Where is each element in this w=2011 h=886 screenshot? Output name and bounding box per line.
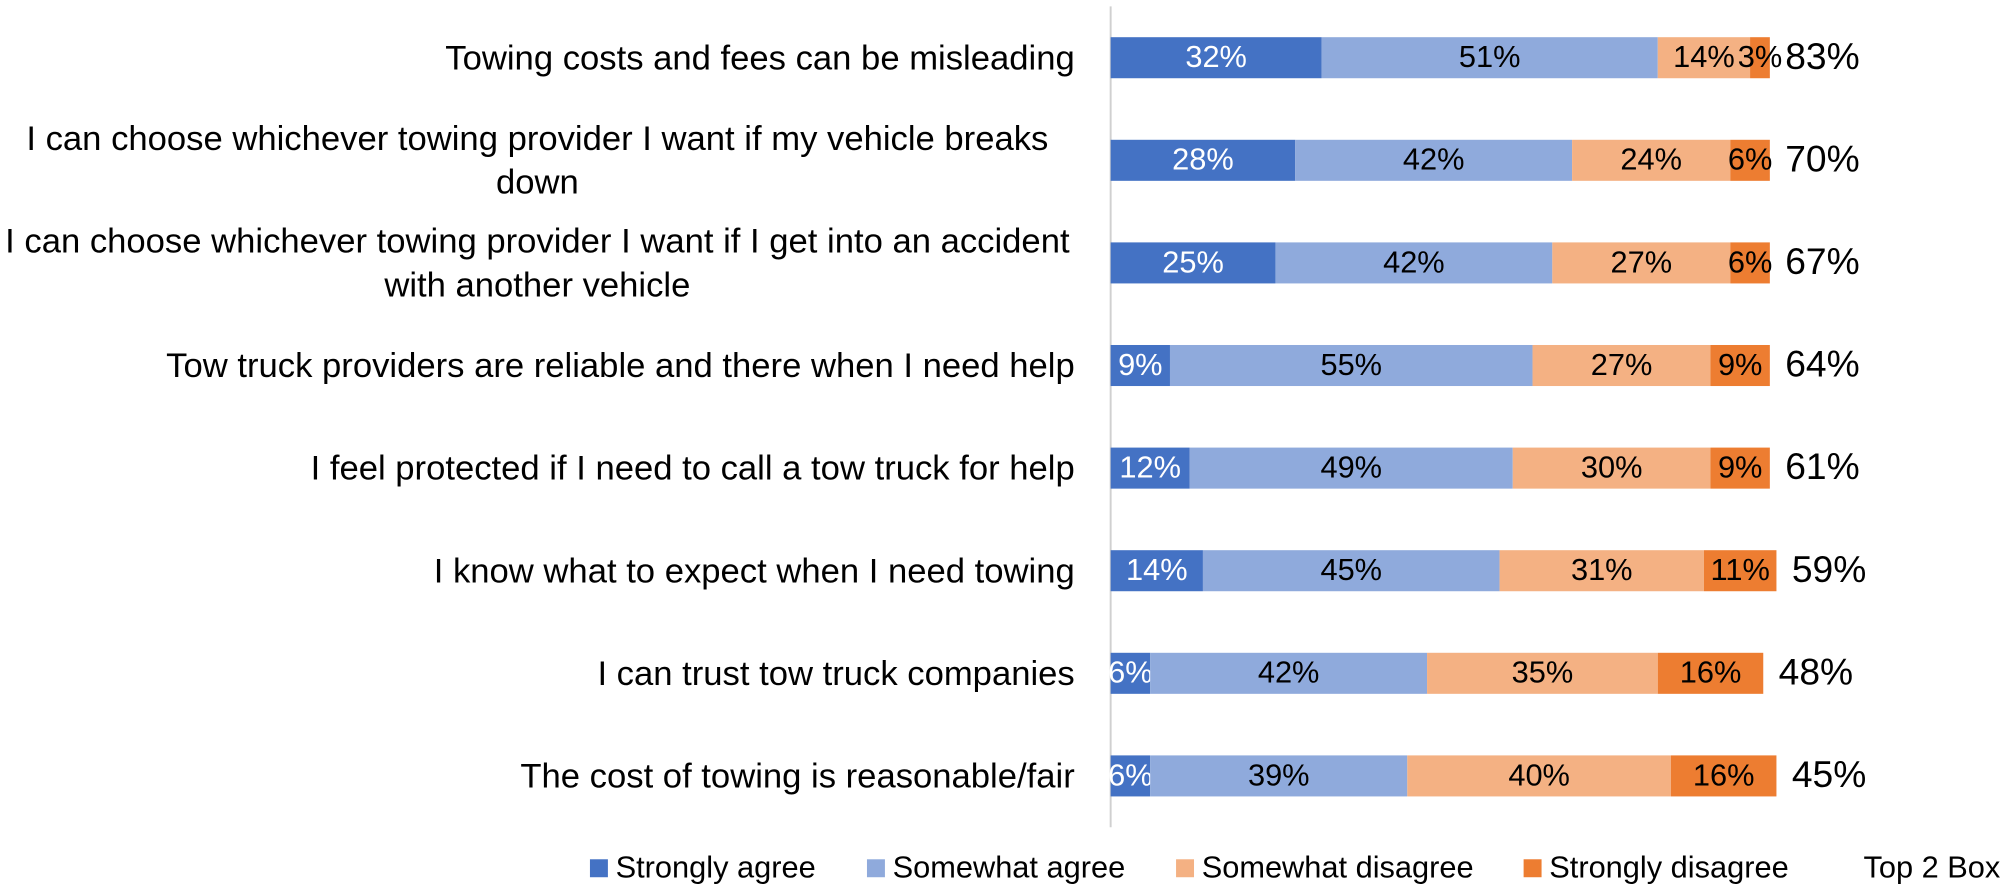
legend-swatch	[1176, 859, 1195, 878]
bar-segment	[1670, 755, 1777, 797]
category-label: I can trust tow truck companies	[597, 654, 1075, 693]
category-label: I can choose whichever towing provider I…	[26, 119, 1049, 202]
data-label: 9%	[1118, 347, 1162, 382]
bar-segment	[1427, 652, 1658, 694]
data-label: 16%	[1680, 655, 1742, 690]
bar-segment	[1110, 652, 1151, 694]
data-label: 6%	[1728, 244, 1772, 279]
bar-segment	[1150, 652, 1428, 694]
bar-segment	[1110, 139, 1296, 181]
data-label: 45%	[1320, 552, 1382, 587]
bar-segment	[1295, 139, 1573, 181]
data-label: 31%	[1571, 552, 1633, 587]
data-label: 6%	[1108, 757, 1152, 792]
bar-segment	[1703, 550, 1777, 592]
category-label: Tow truck providers are reliable and the…	[166, 346, 1075, 385]
bar-segment	[1169, 344, 1533, 387]
data-label: 3%	[1738, 39, 1782, 74]
bar-segment	[1407, 755, 1671, 797]
data-label: 6%	[1108, 655, 1152, 690]
bar-segment	[1750, 37, 1770, 79]
category-label: I feel protected if I need to call a tow…	[310, 448, 1075, 488]
bar-segment	[1110, 755, 1151, 797]
data-label: 9%	[1718, 347, 1762, 382]
data-label: 30%	[1581, 450, 1643, 485]
top2box-label: 67%	[1785, 240, 1859, 282]
legend-swatch	[866, 859, 885, 878]
bar-segment	[1552, 242, 1731, 284]
category-label-box: I know what to expect when I need towing	[0, 519, 1075, 622]
data-label: 14%	[1673, 39, 1735, 74]
data-label: 14%	[1126, 552, 1188, 587]
bar-segment	[1110, 242, 1276, 284]
data-label: 42%	[1383, 244, 1445, 279]
legend-label: Somewhat agree	[893, 850, 1126, 885]
legend-label: Strongly disagree	[1549, 850, 1788, 885]
data-label: 12%	[1119, 450, 1181, 485]
bar-segment	[1202, 550, 1500, 592]
category-label-box: Tow truck providers are reliable and the…	[0, 314, 1075, 417]
top2box-label: 48%	[1779, 650, 1853, 692]
top2box-label: 59%	[1792, 548, 1866, 590]
bar-segment	[1110, 447, 1190, 489]
data-label: 27%	[1591, 347, 1653, 382]
data-label: 42%	[1258, 655, 1320, 690]
data-label: 24%	[1620, 142, 1682, 177]
legend-label: Somewhat disagree	[1202, 850, 1474, 885]
category-label-box: I can trust tow truck companies	[0, 622, 1075, 725]
bar-segment	[1730, 242, 1770, 284]
top2box-label: 64%	[1785, 343, 1859, 385]
data-label: 11%	[1711, 552, 1770, 587]
data-label: 35%	[1512, 655, 1574, 690]
bar-segment	[1110, 344, 1170, 387]
category-label: Towing costs and fees can be misleading	[445, 38, 1075, 77]
category-label-box: Towing costs and fees can be misleading	[0, 6, 1075, 109]
bar-segment	[1710, 447, 1770, 489]
category-label: I know what to expect when I need towing	[433, 551, 1075, 590]
bar-segment	[1275, 242, 1553, 284]
legend-swatch	[1523, 859, 1542, 878]
category-label-box: I can choose whichever towing provider I…	[0, 212, 1075, 315]
bar-segment	[1189, 447, 1513, 489]
legend-label: Strongly agree	[616, 850, 816, 885]
bar-segment	[1710, 344, 1770, 387]
bar-segment	[1150, 755, 1408, 797]
bar-segment	[1572, 139, 1731, 181]
bar-segment	[1657, 37, 1751, 79]
legend-label: Top 2 Box	[1863, 850, 2000, 885]
data-label: 51%	[1459, 39, 1521, 74]
bar-segment	[1321, 37, 1658, 79]
category-label-box: The cost of towing is reasonable/fair	[0, 725, 1075, 828]
data-label: 32%	[1185, 39, 1247, 74]
top2box-label: 70%	[1785, 137, 1859, 179]
bar-segment	[1499, 550, 1704, 592]
bar-segment	[1512, 447, 1711, 489]
top2box-label: 45%	[1792, 753, 1866, 795]
data-label: 27%	[1611, 244, 1673, 279]
data-label: 55%	[1320, 347, 1382, 382]
bar-segment	[1110, 550, 1203, 592]
data-label: 6%	[1728, 142, 1772, 177]
data-label: 28%	[1172, 142, 1234, 177]
bar-segment	[1110, 37, 1322, 79]
category-label: I can choose whichever towing provider I…	[5, 221, 1070, 304]
bar-segment	[1657, 652, 1764, 694]
data-label: 16%	[1693, 757, 1755, 792]
top2box-label: 61%	[1785, 445, 1859, 487]
category-label-box: I feel protected if I need to call a tow…	[0, 417, 1075, 520]
category-label-box: I can choose whichever towing provider I…	[0, 109, 1075, 212]
bar-segment	[1730, 139, 1770, 181]
data-label: 42%	[1403, 142, 1465, 177]
data-label: 25%	[1162, 244, 1224, 279]
data-label: 49%	[1320, 450, 1382, 485]
data-label: 9%	[1718, 450, 1762, 485]
top2box-label: 83%	[1785, 35, 1859, 77]
category-label: The cost of towing is reasonable/fair	[520, 756, 1075, 796]
legend-swatch	[589, 859, 608, 878]
data-label: 40%	[1508, 757, 1570, 792]
bar-segment	[1532, 344, 1711, 387]
data-label: 39%	[1248, 757, 1310, 792]
